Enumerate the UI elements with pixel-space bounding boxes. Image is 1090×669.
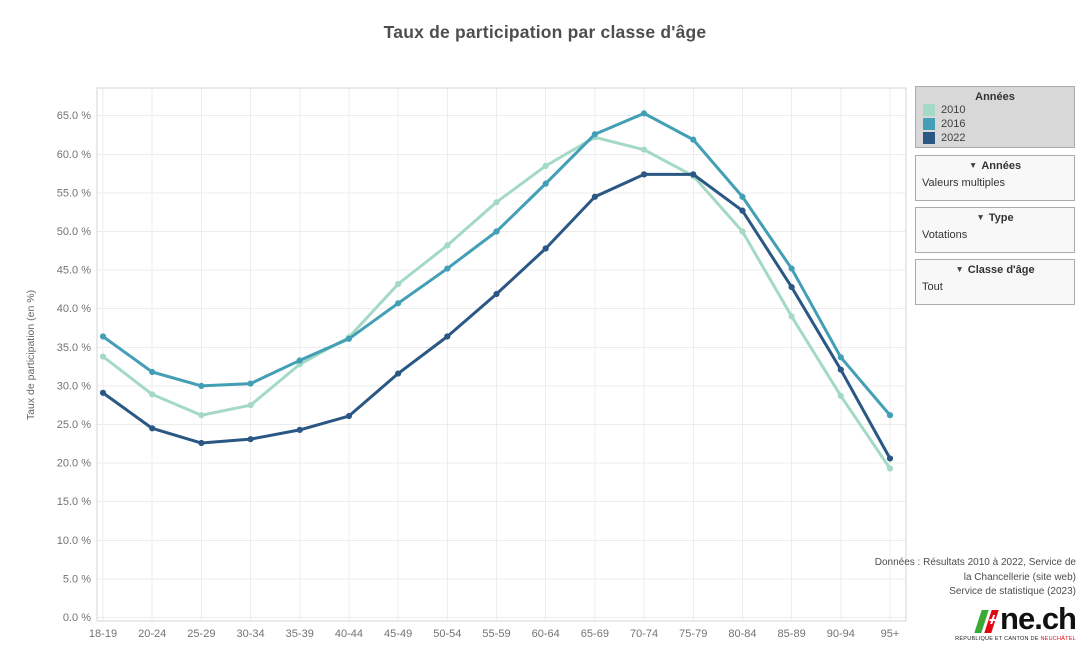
chevron-down-icon: ▼ (955, 264, 964, 274)
filter-annees-header[interactable]: ▼ Années (916, 160, 1074, 172)
legend-swatch-2022 (923, 132, 935, 144)
legend-title: Années (975, 91, 1015, 103)
svg-text:35-39: 35-39 (286, 628, 314, 640)
legend-item-2010[interactable]: 2010 (916, 103, 1074, 117)
svg-text:45-49: 45-49 (384, 628, 412, 640)
svg-text:5.0 %: 5.0 % (63, 573, 91, 585)
svg-text:45.0 %: 45.0 % (57, 265, 91, 277)
chevron-down-icon: ▼ (968, 160, 978, 170)
svg-text:20-24: 20-24 (138, 628, 166, 640)
svg-text:65-69: 65-69 (581, 628, 609, 640)
filter-annees-value[interactable]: Valeurs multiples (922, 177, 1005, 189)
svg-text:30-34: 30-34 (236, 628, 264, 640)
svg-text:15.0 %: 15.0 % (57, 496, 91, 508)
vertical-gridlines (102, 88, 891, 621)
legend-card[interactable]: Années 2010 2016 2022 (915, 86, 1075, 148)
data-source-note: Données : Résultats 2010 à 2022, Service… (875, 556, 1076, 600)
horizontal-gridlines (97, 115, 906, 618)
source-line: Service de statistique (2023) (949, 586, 1076, 597)
legend-item-2022[interactable]: 2022 (916, 131, 1074, 145)
svg-text:20.0 %: 20.0 % (57, 458, 91, 470)
legend-swatch-2016 (923, 118, 935, 130)
svg-text:50.0 %: 50.0 % (57, 226, 91, 238)
plot-border (96, 87, 907, 622)
svg-text:10.0 %: 10.0 % (57, 535, 91, 547)
svg-text:75-79: 75-79 (679, 628, 707, 640)
legend-item-2016[interactable]: 2016 (916, 117, 1074, 131)
nech-logo: ne.ch RÉPUBLIQUE ET CANTON DE NEUCHÂTEL (955, 601, 1077, 642)
svg-text:25-29: 25-29 (187, 628, 215, 640)
filter-classe-age-label: Classe d'âge (967, 264, 1035, 276)
logo-text: ne.ch (1000, 601, 1077, 636)
svg-text:40.0 %: 40.0 % (57, 303, 91, 315)
svg-text:90-94: 90-94 (827, 628, 855, 640)
y-axis-title: Taux de participation (en %) (25, 289, 37, 421)
svg-text:70-74: 70-74 (630, 628, 658, 640)
svg-text:80-84: 80-84 (728, 628, 756, 640)
filter-type-header[interactable]: ▼ Type (916, 212, 1074, 224)
svg-text:85-89: 85-89 (778, 628, 806, 640)
x-axis-labels: 18-19 20-24 25-29 30-34 35-39 40-44 45-49 50-54… (89, 628, 899, 640)
filter-classe-age[interactable]: ▼ Classe d'âge Tout (915, 259, 1075, 305)
y-axis-labels: 0.0 % 5.0 % 10.0 % 15.0 % 20.0 % 25.0 % 30.0 %… (57, 110, 91, 624)
page-title: Taux de participation par classe d'âge (383, 22, 707, 42)
filter-type-label: Type (988, 212, 1014, 224)
svg-text:25.0 %: 25.0 % (57, 419, 91, 431)
svg-text:18-19: 18-19 (89, 628, 117, 640)
series-points-2016 (99, 110, 894, 419)
source-line: la Chancellerie (site web) (963, 571, 1076, 583)
filter-classe-age-header[interactable]: ▼ Classe d'âge (916, 264, 1074, 276)
filter-classe-age-value[interactable]: Tout (922, 281, 943, 293)
svg-text:95+: 95+ (881, 628, 900, 640)
svg-text:40-44: 40-44 (335, 628, 363, 640)
filter-type-value[interactable]: Votations (922, 229, 968, 241)
svg-text:65.0 %: 65.0 % (57, 110, 91, 122)
source-line: Données : Résultats 2010 à 2022, Service… (874, 557, 1076, 568)
svg-text:50-54: 50-54 (433, 628, 461, 640)
svg-text:30.0 %: 30.0 % (57, 380, 91, 392)
filter-annees-label: Années (981, 160, 1022, 172)
svg-text:60-64: 60-64 (532, 628, 560, 640)
legend-swatch-2010 (923, 104, 935, 116)
svg-text:55-59: 55-59 (482, 628, 510, 640)
legend-label: 2010 (941, 104, 966, 116)
legend-label: 2022 (941, 132, 966, 144)
logo-tagline: RÉPUBLIQUE ET CANTON DE NEUCHÂTEL (955, 636, 1076, 642)
svg-text:35.0 %: 35.0 % (57, 342, 91, 354)
svg-text:0.0 %: 0.0 % (63, 612, 91, 624)
svg-text:60.0 %: 60.0 % (57, 149, 91, 161)
filter-annees[interactable]: ▼ Années Valeurs multiples (915, 155, 1075, 201)
chevron-down-icon: ▼ (976, 212, 985, 222)
filter-type[interactable]: ▼ Type Votations (915, 207, 1075, 253)
series-points-2022 (99, 171, 894, 462)
svg-text:55.0 %: 55.0 % (57, 187, 91, 199)
legend-label: 2016 (941, 118, 966, 130)
